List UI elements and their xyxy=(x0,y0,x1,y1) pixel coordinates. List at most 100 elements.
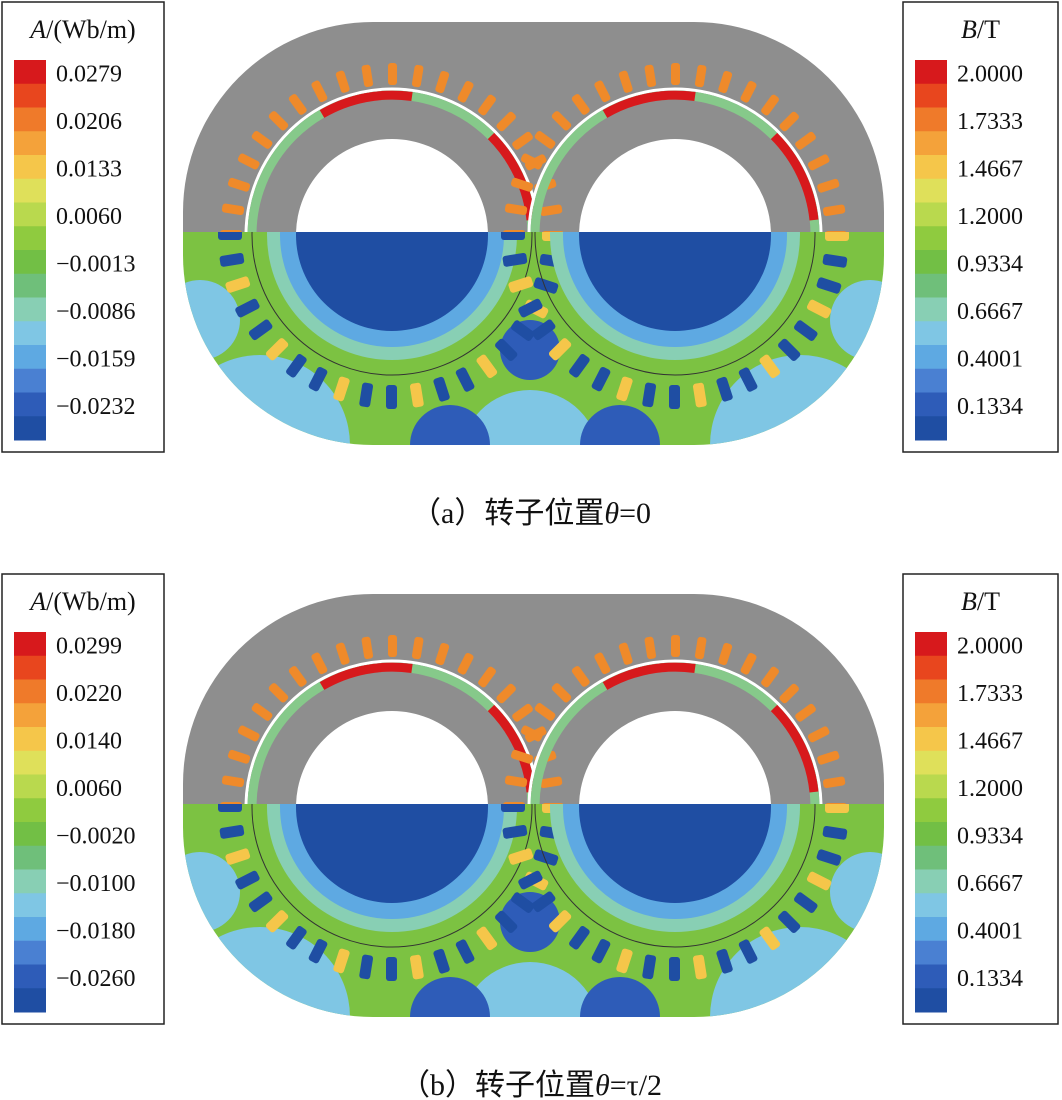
colorbar-band xyxy=(915,178,947,203)
stator-slot xyxy=(502,252,528,267)
colorbar-band xyxy=(915,131,947,156)
stator-slot xyxy=(508,848,534,865)
air-gap xyxy=(534,804,816,948)
stator-slot xyxy=(692,954,707,980)
stator-slot xyxy=(218,804,242,812)
stator-slot xyxy=(237,153,260,170)
legend-unit: /T xyxy=(977,15,1000,44)
stator-slot xyxy=(286,354,307,378)
air-gap xyxy=(527,659,823,804)
stator-slot xyxy=(795,703,816,722)
caption-symbol: θ xyxy=(604,497,619,530)
panel: A/(Wb/m) 0.0299 0.0220 0.0140 0.0060 −0.0020 −… xyxy=(1,573,1059,1100)
stator-slot xyxy=(433,376,450,402)
rotor-core xyxy=(579,804,771,903)
colorbar-label: 2.0000 xyxy=(957,62,1023,88)
low-field-region xyxy=(710,355,884,445)
rotor-bore xyxy=(296,711,488,804)
colorbar-band xyxy=(14,940,46,965)
stator-slot xyxy=(531,319,556,341)
colorbar-band xyxy=(915,155,947,180)
caption-rest: =τ/2 xyxy=(610,1069,662,1100)
colorbar-band xyxy=(915,83,947,108)
air-gap xyxy=(251,232,533,376)
stator-slot xyxy=(435,642,450,666)
stator-slot xyxy=(512,131,533,150)
colorbar-band xyxy=(915,798,947,823)
colorbar-label: 0.0206 xyxy=(56,109,122,135)
stator-slot xyxy=(388,635,397,657)
stator-slot xyxy=(508,276,534,293)
stator-slot xyxy=(816,849,842,866)
stator-slot xyxy=(534,131,556,149)
colorbar-band xyxy=(915,60,947,85)
stator-slot xyxy=(718,642,733,666)
legend-symbol: A xyxy=(28,15,46,44)
colorbar-label: −0.0013 xyxy=(56,252,136,278)
colorbar-band xyxy=(915,107,947,132)
colorbar-label: −0.0232 xyxy=(56,394,136,420)
colorbar-label: −0.0159 xyxy=(56,347,136,373)
stator-slot xyxy=(822,776,846,789)
stator-slot xyxy=(571,94,590,115)
stator-slot xyxy=(221,775,245,788)
stator-slot xyxy=(476,354,498,379)
colorbar-label: 1.7333 xyxy=(957,681,1023,707)
stator-slot xyxy=(795,131,816,150)
colorbar-label: 1.4667 xyxy=(957,157,1023,183)
stator-slot xyxy=(335,642,350,665)
colorbar-band xyxy=(915,940,947,965)
stator-slot xyxy=(591,366,611,392)
colorbar-band xyxy=(14,869,46,894)
colorbar-band xyxy=(14,83,46,108)
colorbar-label: 0.9334 xyxy=(957,252,1023,278)
field-plot xyxy=(183,594,884,1017)
stator-slot xyxy=(548,338,572,361)
stator-slot xyxy=(286,926,307,950)
air-gap xyxy=(244,87,540,232)
legend-symbol: B xyxy=(961,587,977,616)
colorbar-band xyxy=(14,774,46,799)
colorbar-band xyxy=(14,632,46,657)
colorbar-label: −0.0020 xyxy=(56,824,136,850)
colorbar-band xyxy=(915,368,947,393)
colorbar-label: 1.4667 xyxy=(957,729,1023,755)
colorbar-band xyxy=(14,845,46,870)
air-gap xyxy=(534,232,816,376)
stator-slot xyxy=(504,203,528,216)
colorbar-band xyxy=(14,155,46,180)
stator-slot xyxy=(237,725,260,742)
stator-slot xyxy=(225,276,251,293)
low-field-region xyxy=(460,962,600,1017)
rotor-core xyxy=(296,232,488,331)
colorbar-band xyxy=(14,917,46,942)
colorbar-band xyxy=(915,416,947,441)
stator-slot xyxy=(738,939,758,964)
stator-slot xyxy=(716,376,733,402)
stator-slot xyxy=(501,232,525,240)
colorbar-band xyxy=(915,632,947,657)
stator-slot xyxy=(476,926,498,951)
panel: A/(Wb/m) 0.0279 0.0206 0.0133 0.0060 −0.0013 −… xyxy=(1,1,1059,530)
colorbar-band xyxy=(14,750,46,775)
caption-text: （a）转子位置 xyxy=(411,497,604,530)
stator-slot xyxy=(759,354,781,379)
stator-slot xyxy=(411,64,424,88)
stator-slot xyxy=(716,948,733,974)
legend-unit: /T xyxy=(977,587,1000,616)
colorbar-band xyxy=(14,107,46,132)
stator-slot xyxy=(694,636,707,660)
stator-slot xyxy=(518,870,543,890)
stator-slot xyxy=(496,111,516,132)
stator-slot xyxy=(807,154,830,171)
stator-slot xyxy=(817,750,840,765)
colorbar-band xyxy=(14,178,46,203)
rotor-bore xyxy=(579,139,771,232)
stator-slot xyxy=(455,939,475,964)
stator-slot xyxy=(518,298,543,318)
stator-slot xyxy=(248,891,273,913)
stator-slot xyxy=(409,382,424,408)
stator-slot xyxy=(534,703,556,721)
stator-slot xyxy=(779,683,799,704)
stator-slot xyxy=(669,957,680,981)
